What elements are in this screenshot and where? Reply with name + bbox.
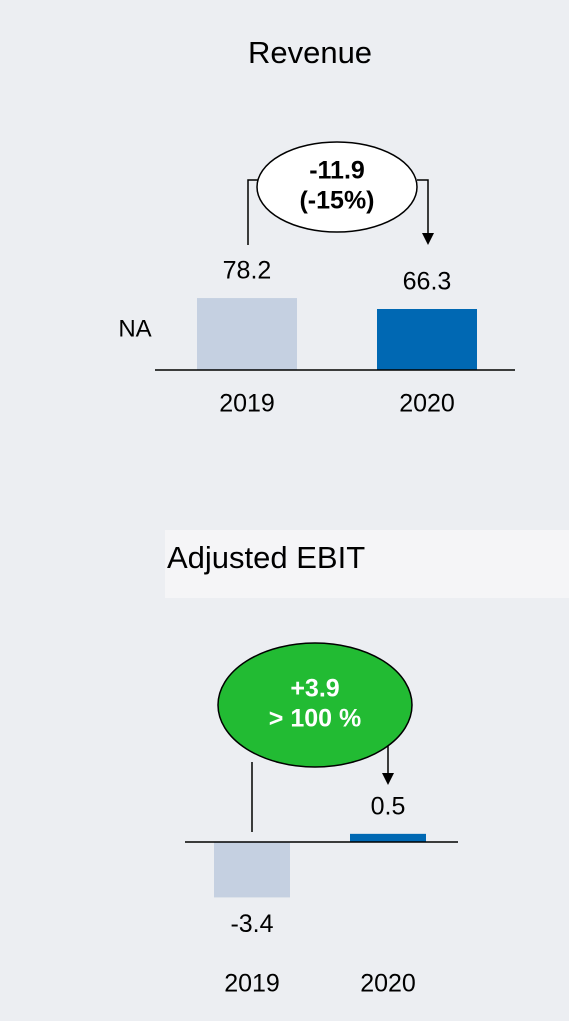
chart-title: Revenue (248, 35, 372, 70)
annotation-text: (-15%) (299, 187, 374, 215)
leader-line (247, 179, 258, 245)
value-label: 78.2 (223, 257, 272, 285)
value-label: 66.3 (403, 268, 452, 296)
category-label: 2020 (360, 970, 416, 998)
annotation-text: +3.9 (290, 675, 339, 703)
leader-arrow (417, 179, 429, 235)
arrow-head (382, 773, 394, 785)
arrow-head (422, 233, 434, 245)
value-label: -3.4 (230, 910, 273, 938)
bar (197, 298, 297, 370)
category-label: 2019 (224, 970, 280, 998)
chart-title: Adjusted EBIT (167, 540, 365, 575)
annotation-text: -11.9 (309, 157, 365, 185)
annotation-text: > 100 % (269, 705, 361, 733)
row-label: NA (118, 315, 151, 342)
annotation-bubble (217, 642, 413, 768)
bar (350, 833, 426, 842)
category-label: 2020 (399, 390, 455, 418)
bar (214, 842, 290, 898)
category-label: 2019 (219, 390, 275, 418)
bar (377, 309, 477, 370)
value-label: 0.5 (371, 792, 406, 820)
title-band (165, 530, 569, 598)
annotation-bubble (256, 141, 418, 233)
